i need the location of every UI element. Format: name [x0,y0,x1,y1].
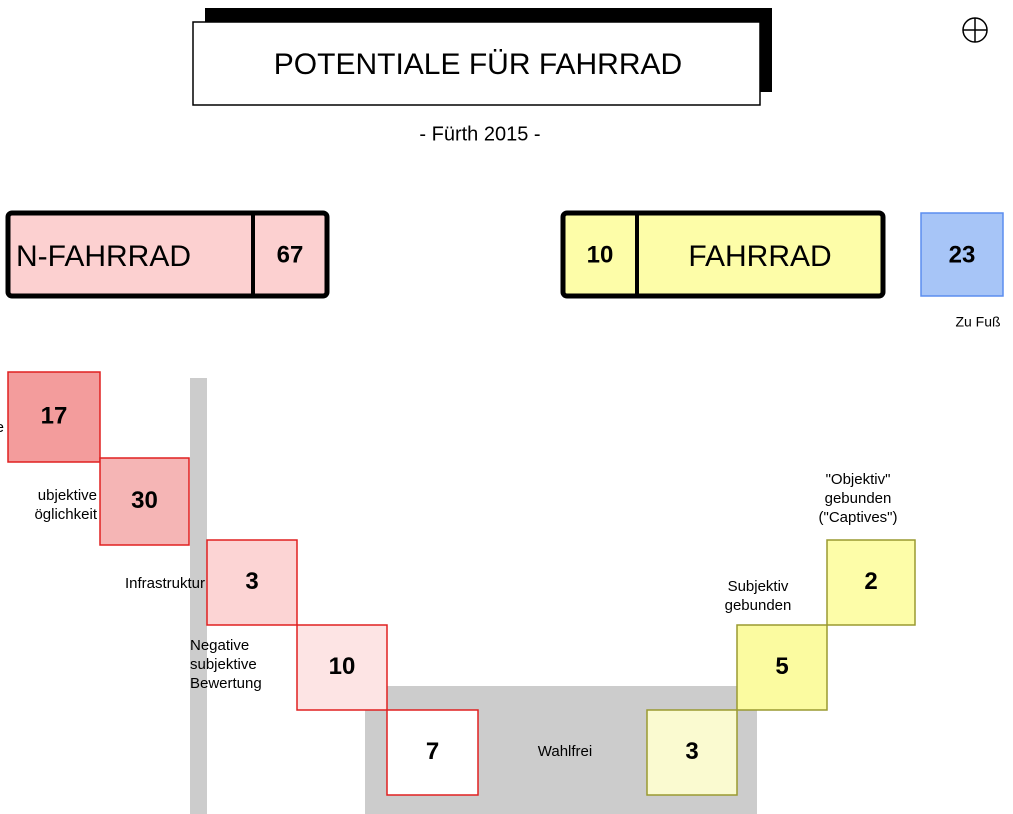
non-bike-label: N-FAHRRAD [16,240,191,273]
step-label: gebunden [825,490,892,507]
step-label: Wahlfrei [538,743,592,760]
step-label: gebunden [725,597,792,614]
subtitle: - Fürth 2015 - [419,123,540,145]
walk-box [920,212,1004,297]
walk-label: Zu Fuß [955,314,1000,330]
step-box [99,457,190,546]
logo [962,17,988,43]
step-label: "Objektiv" [826,471,891,488]
step-label: e [0,419,4,436]
step-box [7,371,101,463]
step-value: 3 [245,568,258,595]
title-box [192,21,761,106]
non-bike-value: 67 [277,241,304,268]
step-label: Subjektiv [728,578,789,595]
step-box [206,539,298,626]
step-box [646,709,738,796]
step-label: ("Captives") [819,509,898,526]
step-value: 5 [775,653,788,680]
step-value: 3 [685,738,698,765]
step-box [826,539,916,626]
bike-value: 10 [587,241,614,268]
step-label: Infrastruktur [125,575,205,592]
step-label: Negative [190,637,249,654]
step-value: 7 [426,738,439,765]
bike-box [560,210,886,299]
step-box [386,709,479,796]
walk-value: 23 [949,241,976,268]
step-value: 30 [131,487,158,514]
step-value: 17 [41,402,68,429]
step-value: 10 [329,653,356,680]
bike-label: FAHRRAD [688,240,831,273]
title: POTENTIALE FÜR FAHRRAD [274,48,682,81]
divider-bar [190,378,207,814]
step-box [296,624,388,711]
step-label: Bewertung [190,675,262,692]
step-label: öglichkeit [34,506,97,523]
non-bike-box [5,210,330,299]
step-label: ubjektive [38,487,97,504]
step-label: subjektive [190,656,257,673]
step-box [736,624,828,711]
step-value: 2 [864,568,877,595]
